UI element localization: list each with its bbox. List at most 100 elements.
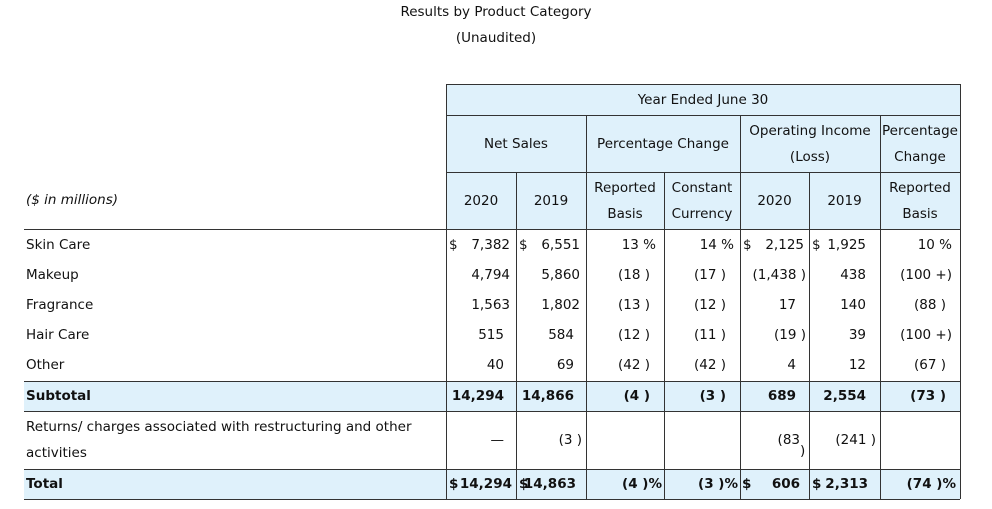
header-reported-2: Reported — [889, 180, 951, 196]
reported-basis: (18 ) — [617, 267, 650, 283]
returns-op-income-2019: (241 ) — [835, 432, 876, 448]
header-change: Change — [894, 149, 946, 165]
header-reported: Reported — [594, 180, 656, 196]
constant-currency: (11 ) — [693, 327, 726, 343]
rule — [24, 229, 960, 230]
dollar-sign: $ — [449, 476, 459, 492]
rule — [24, 499, 960, 500]
net-sales-2019: 69 — [556, 357, 574, 373]
op-income-2020: (1,438 ) — [752, 267, 806, 283]
pct-change-reported: (67 ) — [913, 357, 946, 373]
rule — [24, 381, 960, 382]
subtotal-op-income-2019: 2,554 — [823, 388, 866, 404]
reported-basis: (42 ) — [617, 357, 650, 373]
rule — [446, 172, 960, 173]
subtotal-reported-basis: (4 ) — [623, 388, 650, 404]
col-rule — [446, 84, 447, 499]
dollar-sign: $ — [449, 237, 458, 253]
op-income-2020: (19 ) — [773, 327, 806, 343]
op-income-2020: 4 — [787, 357, 796, 373]
net-sales-2020: 4,794 — [471, 267, 510, 283]
col-rule — [880, 115, 881, 499]
returns-net-sales-2019: (3 ) — [558, 432, 582, 448]
pct-change-reported: (88 ) — [913, 297, 946, 313]
op-income-2020: 17 — [778, 297, 796, 313]
header-operating-income-loss: (Loss) — [789, 149, 831, 165]
total-net-sales-2020: 14,294 — [459, 476, 512, 492]
header-constant: Constant — [671, 180, 733, 196]
returns-label-cont: activities — [26, 445, 87, 461]
net-sales-2019: 1,802 — [541, 297, 580, 313]
row-label: Fragrance — [26, 297, 94, 313]
constant-currency: (17 ) — [693, 267, 726, 283]
rule — [24, 469, 960, 470]
op-income-2019: 140 — [840, 297, 866, 313]
page-subtitle: (Unaudited) — [455, 30, 537, 46]
returns-op-income-2020-paren: ) — [800, 443, 806, 459]
col-rule — [960, 84, 961, 499]
pct-change-reported: (100 +) — [900, 267, 952, 283]
subtotal-net-sales-2019: 14,866 — [521, 388, 574, 404]
op-income-2019: 438 — [840, 267, 866, 283]
row-label: Skin Care — [26, 237, 91, 253]
total-net-sales-2019: 14,863 — [523, 476, 576, 492]
row-label: Other — [26, 357, 65, 373]
dollar-sign: $ — [742, 476, 752, 492]
op-income-2020: 2,125 — [765, 237, 804, 253]
dollar-sign: $ — [519, 476, 529, 492]
subtotal-label: Subtotal — [26, 388, 91, 404]
row-label: Makeup — [26, 267, 79, 283]
header-net-sales: Net Sales — [484, 136, 548, 152]
dollar-sign: $ — [743, 237, 752, 253]
col-rule — [809, 172, 810, 499]
total-op-income-2019: 2,313 — [825, 476, 868, 492]
net-sales-2020: 1,563 — [471, 297, 510, 313]
net-sales-2019: 5,860 — [541, 267, 580, 283]
reported-basis: 13 % — [621, 237, 656, 253]
header-percentage: Percentage — [882, 123, 958, 139]
header-year-ended: Year Ended June 30 — [637, 92, 769, 108]
rule — [446, 115, 960, 116]
subtotal-constant-currency: (3 ) — [699, 388, 726, 404]
net-sales-2020: 40 — [486, 357, 504, 373]
page-title: Results by Product Category — [400, 4, 592, 20]
total-shading — [24, 469, 960, 499]
returns-net-sales-2020: — — [490, 432, 505, 448]
dollar-sign: $ — [519, 237, 528, 253]
op-income-2019: 39 — [848, 327, 866, 343]
header-oi-2019: 2019 — [827, 193, 862, 209]
col-rule — [516, 172, 517, 499]
dollar-sign: $ — [812, 237, 821, 253]
net-sales-2020: 7,382 — [471, 237, 510, 253]
header-percentage-change: Percentage Change — [597, 136, 729, 152]
total-reported-basis: (4 )% — [622, 476, 662, 492]
op-income-2019: 1,925 — [827, 237, 866, 253]
subtotal-op-income-2020: 689 — [767, 388, 796, 404]
reported-basis: (12 ) — [617, 327, 650, 343]
rule — [24, 411, 960, 412]
net-sales-2020: 515 — [478, 327, 504, 343]
header-shading — [446, 84, 960, 230]
net-sales-2019: 6,551 — [541, 237, 580, 253]
returns-op-income-2020: (83 — [777, 432, 800, 448]
op-income-2019: 12 — [848, 357, 866, 373]
header-operating-income: Operating Income — [749, 123, 871, 139]
row-label: Hair Care — [26, 327, 90, 343]
constant-currency: 14 % — [699, 237, 734, 253]
constant-currency: (42 ) — [693, 357, 726, 373]
header-basis: Basis — [607, 206, 643, 222]
header-2019: 2019 — [533, 193, 569, 209]
subtotal-pct-change: (73 ) — [910, 388, 946, 404]
header-oi-2020: 2020 — [757, 193, 792, 209]
net-sales-2019: 584 — [548, 327, 574, 343]
dollar-sign: $ — [812, 476, 822, 492]
header-2020: 2020 — [463, 193, 499, 209]
returns-label: Returns/ charges associated with restruc… — [26, 419, 412, 435]
pct-change-reported: 10 % — [917, 237, 952, 253]
total-label: Total — [26, 476, 63, 492]
constant-currency: (12 ) — [693, 297, 726, 313]
col-rule — [740, 115, 741, 499]
total-op-income-2020: 606 — [771, 476, 800, 492]
rule — [446, 84, 960, 85]
col-rule — [586, 115, 587, 499]
